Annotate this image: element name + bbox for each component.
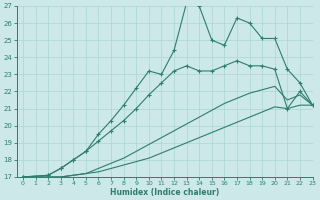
X-axis label: Humidex (Indice chaleur): Humidex (Indice chaleur)	[110, 188, 219, 197]
